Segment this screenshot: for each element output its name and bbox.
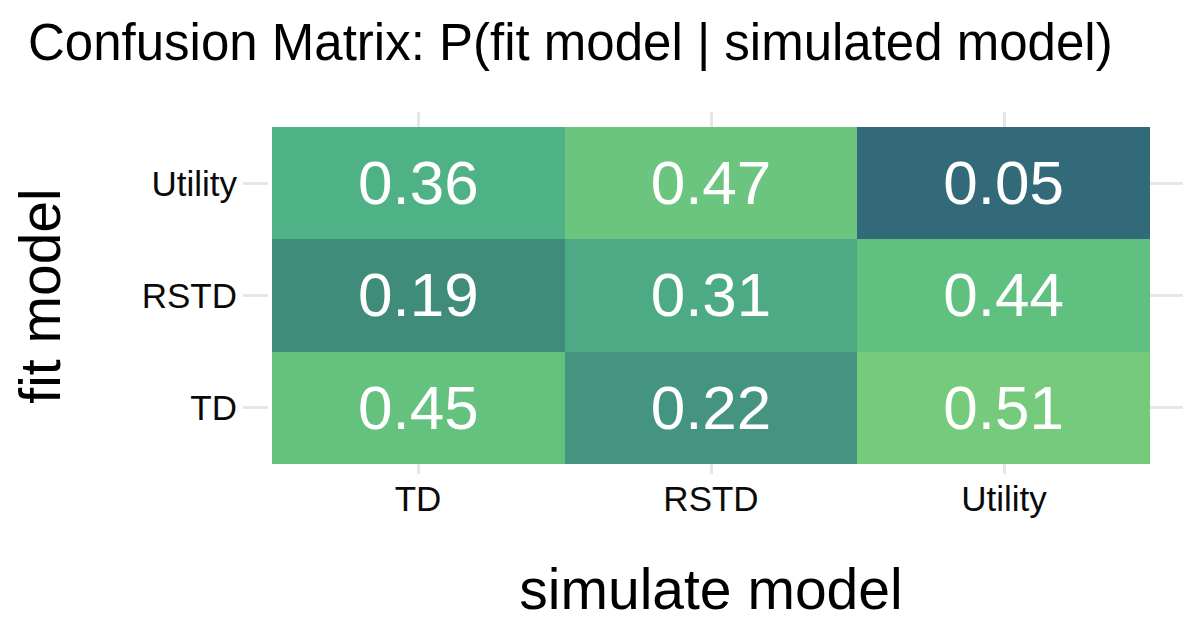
x-axis-tick (710, 464, 713, 474)
x-axis-tick (1003, 464, 1006, 474)
confusion-matrix-figure: Confusion Matrix: P(fit model | simulate… (0, 0, 1202, 643)
heatmap-grid: 0.360.470.05 0.190.310.44 0.450.220.51 (272, 127, 1150, 464)
heatmap-cell: 0.44 (857, 239, 1150, 351)
heatmap-cell: 0.36 (272, 127, 565, 239)
gridline-stub (1150, 406, 1183, 409)
heatmap-cell: 0.51 (857, 352, 1150, 464)
gridline-stub (1150, 294, 1183, 297)
x-tick-label-rstd: RSTD (663, 481, 758, 516)
heatmap-cell: 0.47 (565, 127, 858, 239)
heatmap-cell: 0.05 (857, 127, 1150, 239)
heatmap-cell: 0.22 (565, 352, 858, 464)
heatmap-cell: 0.19 (272, 239, 565, 351)
gridline-stub (710, 112, 713, 127)
y-axis-tick (243, 406, 268, 409)
gridline-stub (1150, 182, 1183, 185)
y-axis-tick (243, 182, 268, 185)
x-tick-label-td: TD (395, 481, 442, 516)
x-tick-label-utility: Utility (961, 481, 1047, 516)
heatmap-cell: 0.31 (565, 239, 858, 351)
x-axis-tick (417, 464, 420, 474)
y-tick-label-utility: Utility (0, 166, 237, 201)
y-axis-tick (243, 294, 268, 297)
gridline-stub (1003, 112, 1006, 127)
x-axis-title: simulate model (519, 556, 902, 622)
chart-title: Confusion Matrix: P(fit model | simulate… (28, 14, 1113, 73)
gridline-stub (417, 112, 420, 127)
heatmap-cell: 0.45 (272, 352, 565, 464)
y-tick-label-td: TD (0, 390, 237, 425)
y-tick-label-rstd: RSTD (0, 278, 237, 313)
